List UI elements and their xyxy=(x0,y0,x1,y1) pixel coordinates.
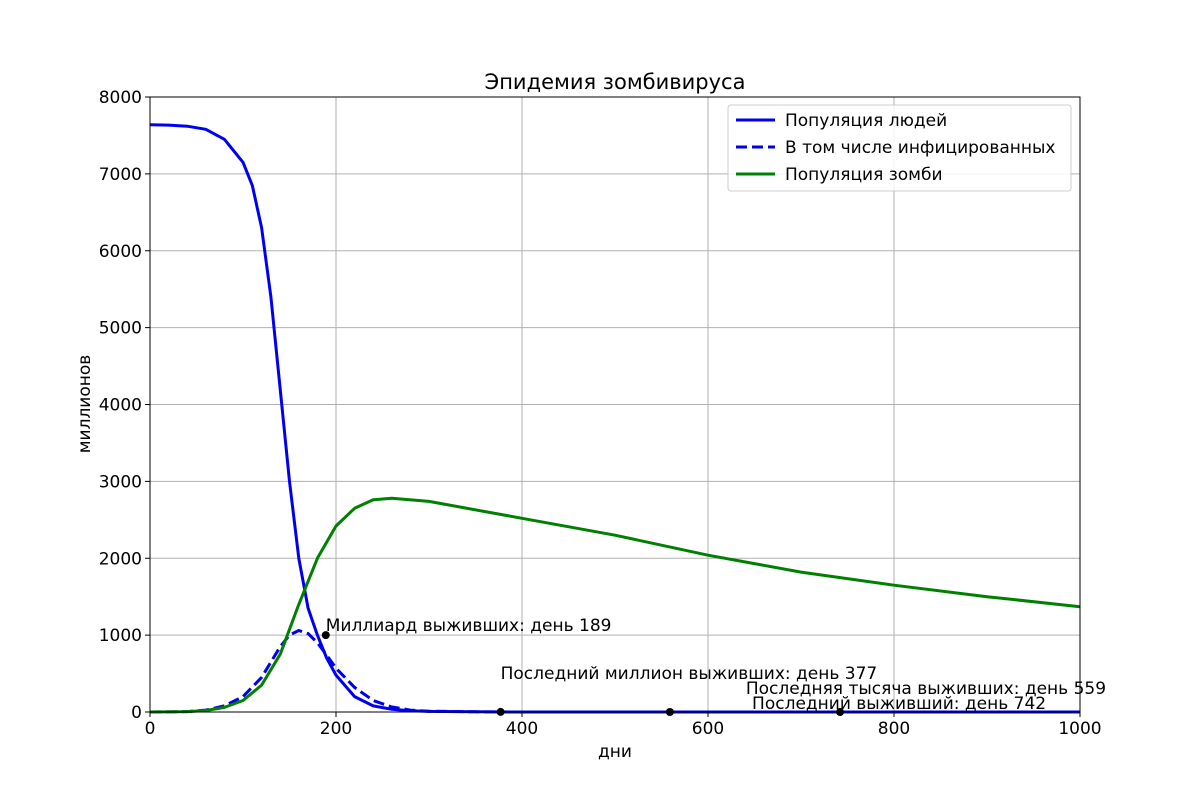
marker-point xyxy=(321,631,330,640)
series-line-1 xyxy=(149,629,1080,714)
legend-label: В том числе инфицированных xyxy=(785,138,1055,158)
marker-label: Последний выживший: день 742 xyxy=(752,694,1046,714)
chart-title: Эпидемия зомбивируса xyxy=(485,70,746,94)
series-line-2 xyxy=(149,496,1081,714)
marker-label: Последний миллион выживших: день 377 xyxy=(501,664,878,684)
series-lines xyxy=(149,123,1081,714)
y-tick-label: 5000 xyxy=(99,319,142,339)
marker-label: Последняя тысяча выживших: день 559 xyxy=(746,679,1106,699)
y-axis-ticks: 0 1000 2000 3000 4000 5000 6000 7000 8000 xyxy=(99,88,150,723)
x-tick-label: 200 xyxy=(320,719,352,739)
series-line-0 xyxy=(149,123,1080,714)
legend-label: Популяция зомби xyxy=(785,165,943,185)
x-tick-label: 400 xyxy=(506,719,538,739)
y-tick-label: 7000 xyxy=(99,165,142,185)
y-tick-label: 8000 xyxy=(99,88,142,108)
y-axis-label: миллионов xyxy=(75,355,95,454)
x-tick-label: 0 xyxy=(145,719,156,739)
x-tick-label: 800 xyxy=(878,719,910,739)
legend-box xyxy=(727,104,1072,192)
y-tick-label: 0 xyxy=(131,703,142,723)
x-axis-ticks: 0 200 400 600 800 1000 xyxy=(145,712,1102,739)
x-tick-label: 1000 xyxy=(1058,719,1101,739)
annotation-markers: Миллиард выживших: день 189 Последний мил… xyxy=(321,616,1106,716)
marker-label: Миллиард выживших: день 189 xyxy=(326,616,612,636)
y-tick-label: 1000 xyxy=(99,626,142,646)
y-tick-label: 3000 xyxy=(99,472,142,492)
y-tick-label: 2000 xyxy=(99,549,142,569)
y-tick-label: 4000 xyxy=(99,396,142,416)
x-axis-label: дни xyxy=(598,742,632,762)
x-tick-label: 600 xyxy=(692,719,724,739)
legend: Популяция людей В том числе инфицированны… xyxy=(727,104,1072,192)
legend-label: Популяция людей xyxy=(785,111,947,131)
y-tick-label: 6000 xyxy=(99,242,142,262)
